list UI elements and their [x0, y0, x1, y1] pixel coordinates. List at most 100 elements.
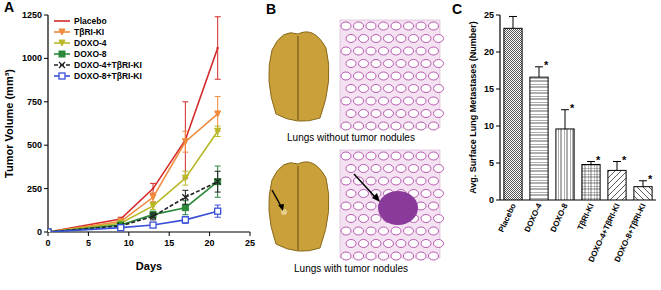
error-bar: [150, 193, 156, 202]
alveolus: [366, 122, 376, 130]
alveolus: [341, 152, 351, 160]
alveolus: [396, 60, 406, 68]
series-line: [48, 48, 218, 232]
x-tick-label: 5: [86, 238, 91, 248]
significance-mark: *: [596, 154, 601, 166]
alveolus: [366, 47, 376, 55]
alveolus: [354, 252, 364, 260]
alveolus: [434, 60, 444, 68]
alveolus: [416, 227, 426, 235]
alveolus: [434, 240, 444, 248]
plot-area: [504, 16, 652, 200]
alveolus: [421, 110, 431, 118]
legend-label: DOXO-4: [74, 38, 107, 48]
alveolus: [409, 35, 419, 43]
error-bar: [509, 16, 517, 28]
marker: [48, 229, 51, 232]
histology-image: [340, 20, 444, 130]
x-axis: [500, 199, 656, 200]
x-tick-label: DOXO-8+TβRI-KI: [613, 202, 648, 264]
alveolus: [416, 122, 426, 130]
error-bar: [215, 171, 221, 192]
alveolus: [366, 22, 376, 30]
alveolus: [354, 47, 364, 55]
significance-mark: *: [544, 59, 549, 71]
alveolus: [429, 122, 439, 130]
marker: [48, 229, 51, 232]
significance-mark: *: [648, 173, 653, 185]
alveolus: [396, 35, 406, 43]
caption: Lungs with tumor nodules: [294, 263, 408, 274]
alveolus: [396, 165, 406, 173]
alveolus: [359, 190, 369, 198]
x-axis-label: Days: [136, 260, 162, 272]
error-bar: [215, 205, 221, 217]
series-line: [48, 114, 218, 232]
alveolus: [404, 122, 414, 130]
x-tick-label: 10: [124, 238, 134, 248]
histology-bg: [340, 20, 440, 128]
error-bar: [215, 17, 221, 79]
alveolus: [359, 110, 369, 118]
y-tick-label: 250: [27, 184, 42, 194]
alveolus: [391, 122, 401, 130]
alveolus: [404, 152, 414, 160]
alveolus: [379, 72, 389, 80]
y-tick-label: 15: [484, 84, 494, 94]
arrow-head: [278, 204, 284, 211]
photo-bg: [262, 20, 336, 128]
x-tick-label: Placebo: [497, 202, 518, 234]
y-tick: [496, 126, 500, 127]
alveolus: [371, 110, 381, 118]
alveolus: [371, 215, 381, 223]
bar: [556, 129, 574, 200]
marker: [182, 194, 188, 200]
legend-label: TβRI-KI: [74, 27, 104, 37]
legend-line: [54, 20, 70, 22]
alveolus: [416, 252, 426, 260]
alveolus: [409, 85, 419, 93]
alveolus: [416, 47, 426, 55]
alveolus: [384, 165, 394, 173]
error-bar: [182, 190, 188, 204]
y-tick-label: 10: [484, 121, 494, 131]
alveolus: [429, 22, 439, 30]
alveolus: [379, 177, 389, 185]
legend-label: DOXO-8: [74, 49, 107, 59]
alveolus: [371, 165, 381, 173]
legend-label: DOXO-4+TβRI-KI: [74, 60, 142, 70]
alveolus: [396, 110, 406, 118]
alveolus: [409, 240, 419, 248]
y-axis-label: Avg. Surface Lung Metastases (Number): [468, 21, 478, 194]
alveolus: [421, 190, 431, 198]
caption: Lungs without tumor nodules: [287, 132, 415, 143]
marker: [215, 111, 221, 117]
legend-marker: [59, 51, 65, 57]
marker: [150, 203, 156, 209]
alveolus: [404, 177, 414, 185]
alveolus: [346, 85, 356, 93]
alveolus: [434, 215, 444, 223]
y-tick: [496, 163, 500, 164]
alveolus: [421, 165, 431, 173]
marker: [48, 229, 51, 232]
alveolus: [391, 22, 401, 30]
alveolus: [359, 60, 369, 68]
marker: [118, 225, 124, 231]
marker: [182, 217, 188, 223]
alveolus: [429, 72, 439, 80]
alveolus: [346, 165, 356, 173]
x-tick: [250, 232, 251, 236]
panel-label: A: [4, 0, 14, 15]
alveolus: [371, 60, 381, 68]
y-tick: [44, 101, 48, 102]
alveolus: [379, 227, 389, 235]
alveolus: [366, 72, 376, 80]
x-tick-label: DOXO-4: [523, 202, 544, 234]
alveolus: [396, 85, 406, 93]
x-tick-label: 20: [205, 238, 215, 248]
alveolus: [391, 252, 401, 260]
alveolus: [416, 22, 426, 30]
marker: [150, 213, 156, 219]
alveolus: [421, 35, 431, 43]
